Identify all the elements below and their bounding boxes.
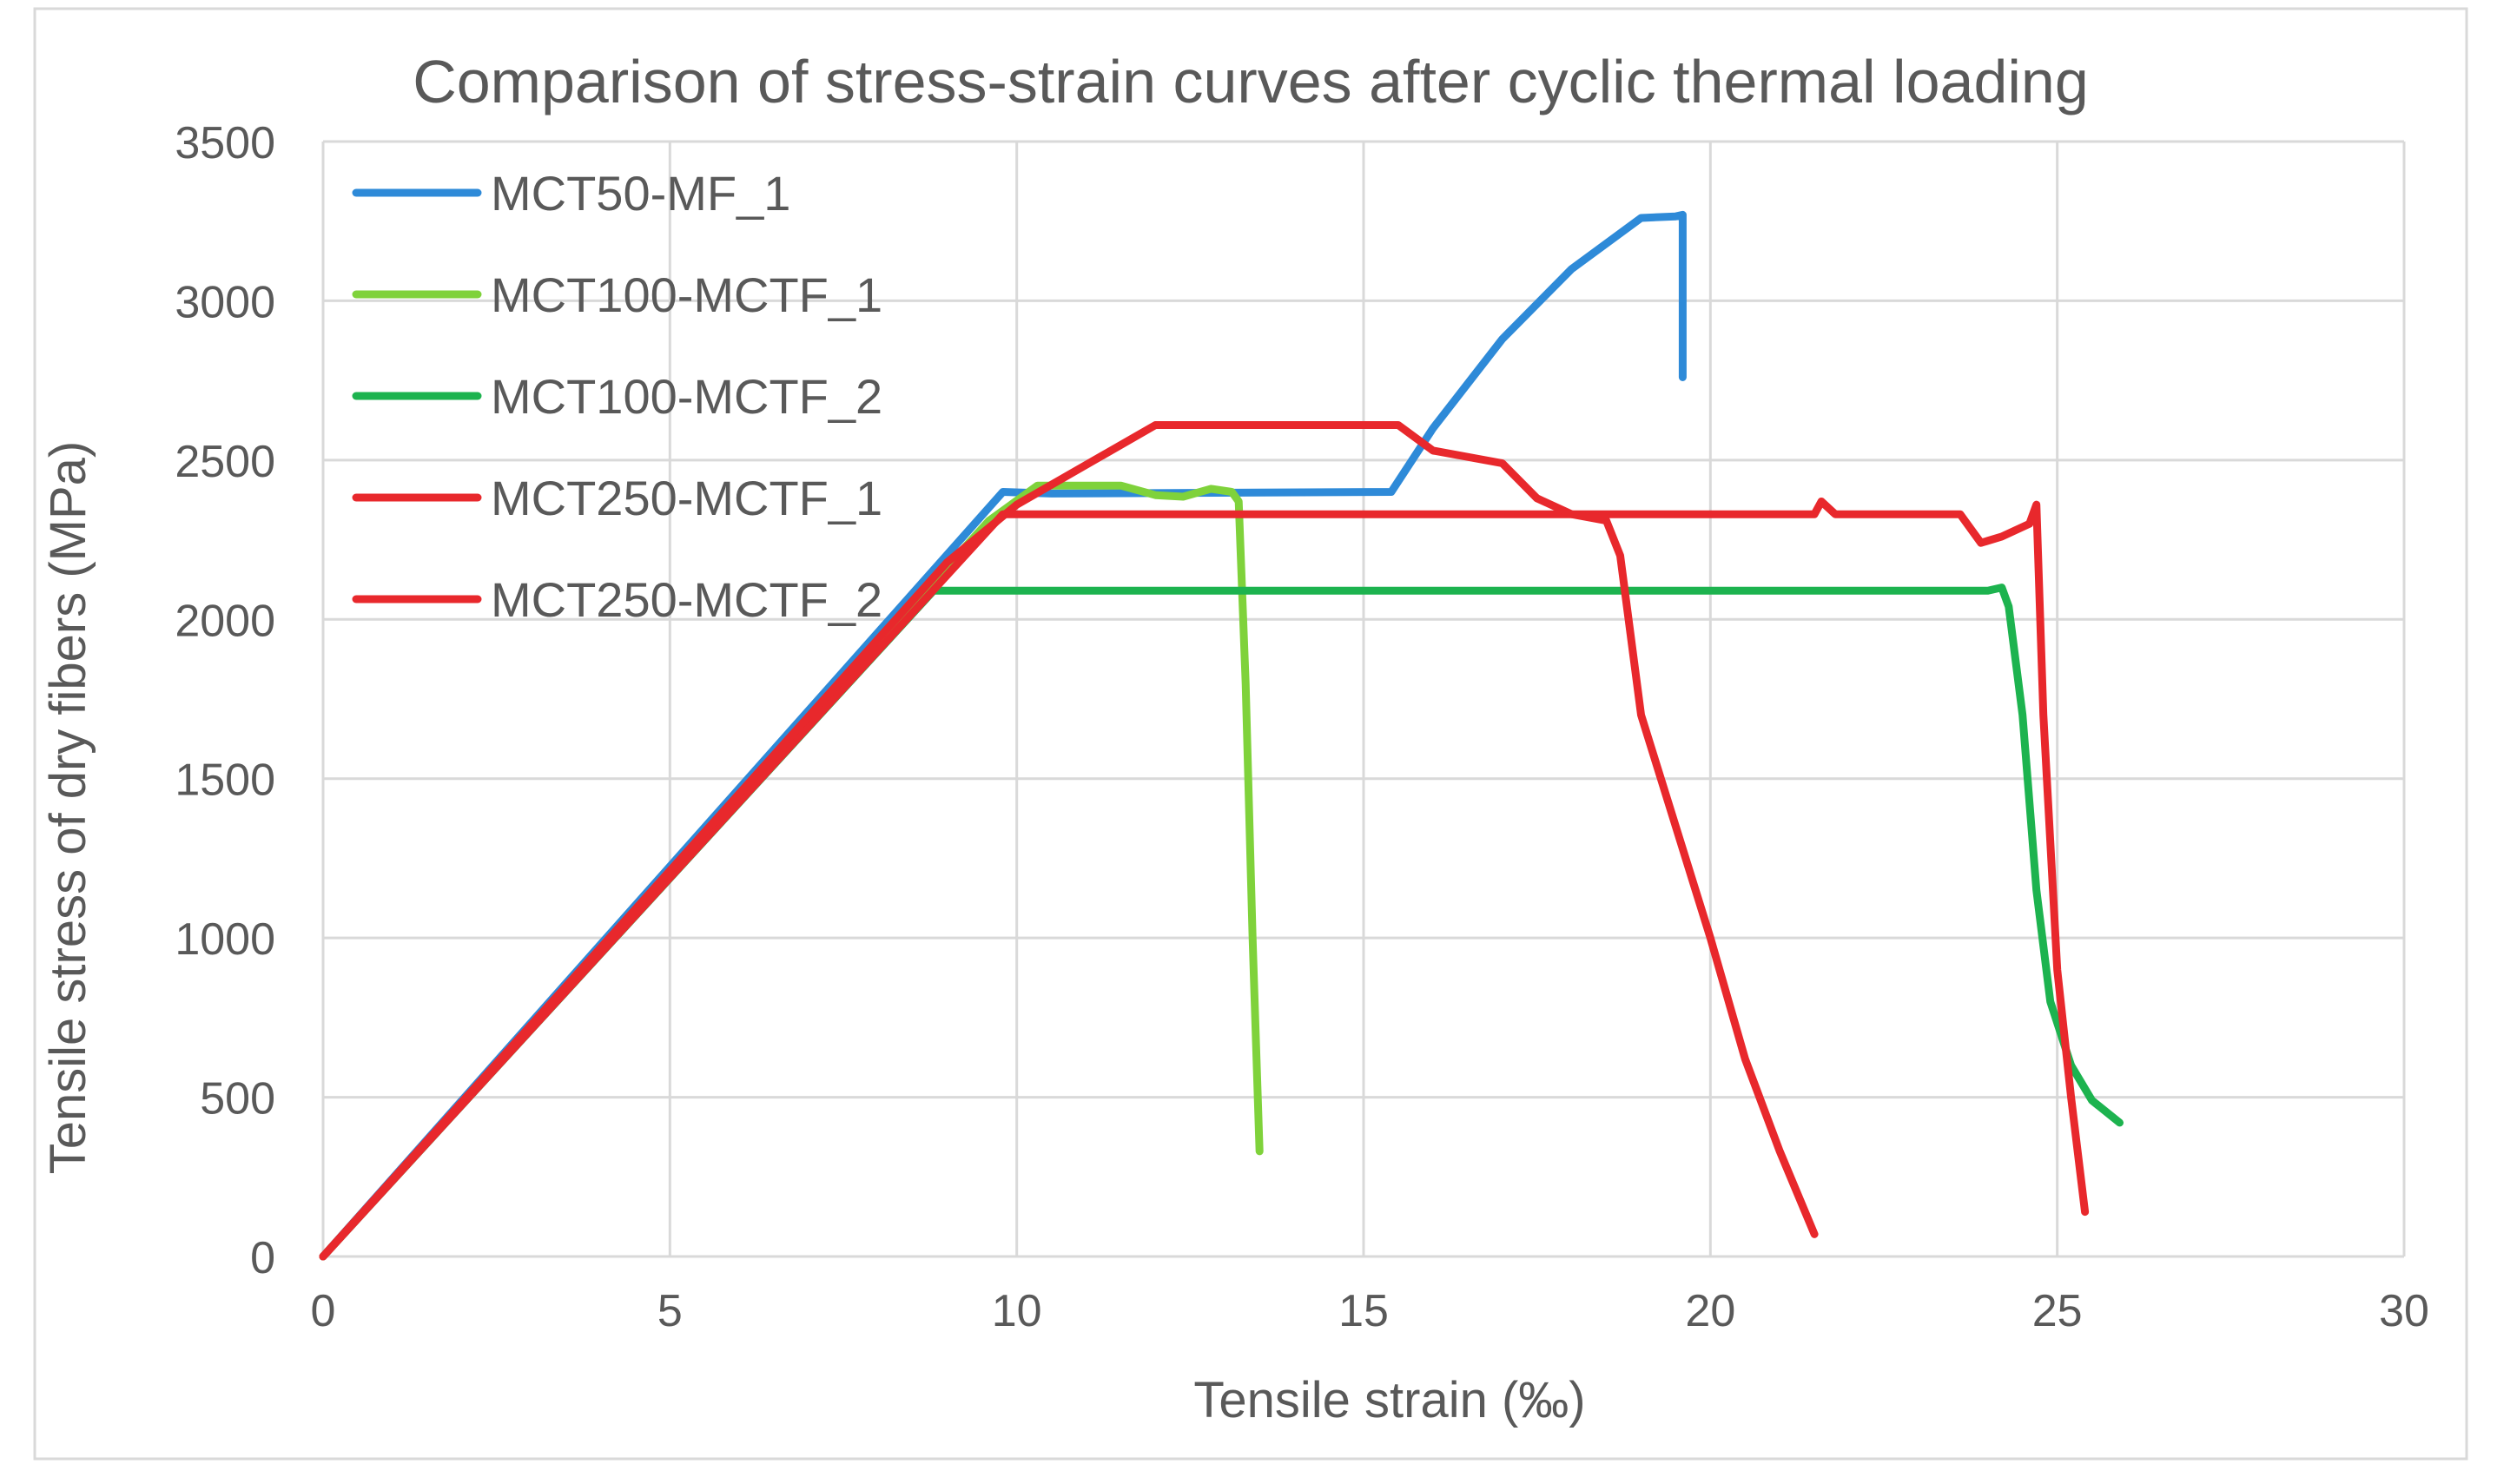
x-tick-label: 30 <box>2379 1286 2429 1336</box>
chart-title: Comparison of stress-strain curves after… <box>413 48 2089 115</box>
x-tick-label: 0 <box>311 1286 336 1336</box>
legend-label: MCT50-MF_1 <box>491 166 790 221</box>
x-tick-label: 20 <box>1685 1286 1735 1336</box>
y-axis-title: Tensile stress of dry fibers (MPa) <box>40 441 96 1174</box>
y-tick-label: 1500 <box>175 755 275 806</box>
x-tick-label: 25 <box>2032 1286 2083 1336</box>
legend-label: MCT250-MCTF_1 <box>491 471 882 525</box>
y-tick-label: 3500 <box>175 118 275 168</box>
series-line-mct100-mctf-1 <box>319 481 1264 1261</box>
y-tick-label: 0 <box>250 1233 275 1283</box>
legend-label: MCT250-MCTF_2 <box>491 572 882 627</box>
legend-label: MCT100-MCTF_1 <box>491 267 882 322</box>
series-line-mct100-mctf-2 <box>319 584 2124 1261</box>
y-tick-label: 3000 <box>175 277 275 327</box>
series-line-mct250-mctf-2 <box>319 421 1819 1261</box>
y-tick-label: 1000 <box>175 914 275 965</box>
x-tick-label: 15 <box>1338 1286 1389 1336</box>
y-tick-label: 2000 <box>175 596 275 646</box>
legend-label: MCT100-MCTF_2 <box>491 369 882 424</box>
x-tick-label: 5 <box>657 1286 683 1336</box>
series-line-mct250-mctf-1 <box>319 498 2090 1261</box>
y-tick-label: 2500 <box>175 437 275 487</box>
y-tick-label: 500 <box>200 1074 275 1125</box>
x-tick-label: 10 <box>992 1286 1042 1336</box>
x-axis-title: Tensile strain (‰) <box>1193 1372 1585 1428</box>
